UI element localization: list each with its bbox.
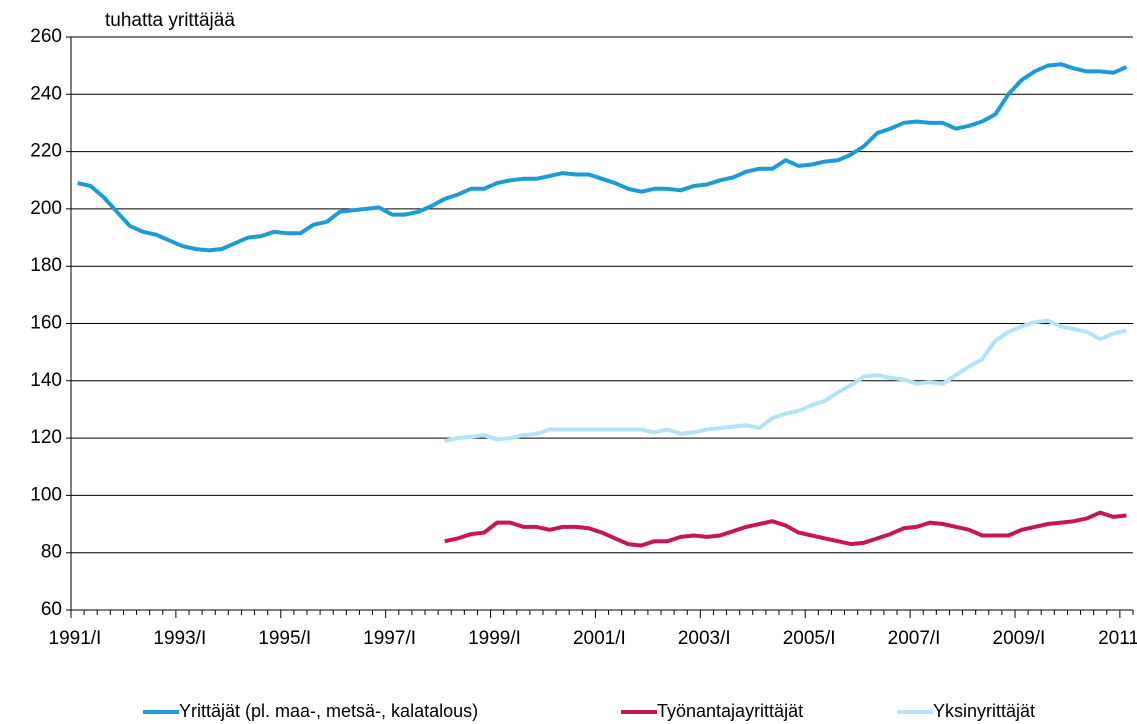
y-tick-label: 200 (30, 198, 62, 219)
y-tick-label: 100 (30, 484, 62, 505)
y-tick-label: 60 (41, 599, 62, 620)
x-tick-label: 1991/I (49, 628, 102, 649)
y-tick-label: 80 (41, 542, 62, 563)
y-tick-label: 120 (30, 427, 62, 448)
x-tick-label: 2003/I (678, 628, 731, 649)
series-line (77, 62, 1128, 253)
legend-label: Työnantajayrittäjät (657, 701, 803, 721)
x-tick-label: 2005/I (783, 628, 836, 649)
x-tick-label: 2007/I (888, 628, 941, 649)
y-tick-label: 240 (30, 83, 62, 104)
series-line (444, 318, 1127, 443)
x-tick-label: 2001/I (573, 628, 626, 649)
x-tick-label: 1995/I (258, 628, 311, 649)
x-tick-label: 1993/I (153, 628, 206, 649)
y-axis-label: tuhatta yrittäjää (105, 10, 235, 31)
y-tick-label: 160 (30, 313, 62, 334)
x-tick-label: 1999/I (468, 628, 521, 649)
y-tick-label: 140 (30, 370, 62, 391)
legend-label: Yksinyrittäjät (933, 701, 1035, 721)
series-line (444, 510, 1127, 548)
x-tick-label: 2011/I (1098, 628, 1137, 649)
y-tick-label: 260 (30, 26, 62, 47)
x-tick-label: 1997/I (363, 628, 416, 649)
y-tick-label: 180 (30, 255, 62, 276)
x-tick-label: 2009/I (993, 628, 1046, 649)
legend-label: Yrittäjät (pl. maa-, metsä-, kalatalous) (179, 701, 478, 721)
y-tick-label: 220 (30, 141, 62, 162)
